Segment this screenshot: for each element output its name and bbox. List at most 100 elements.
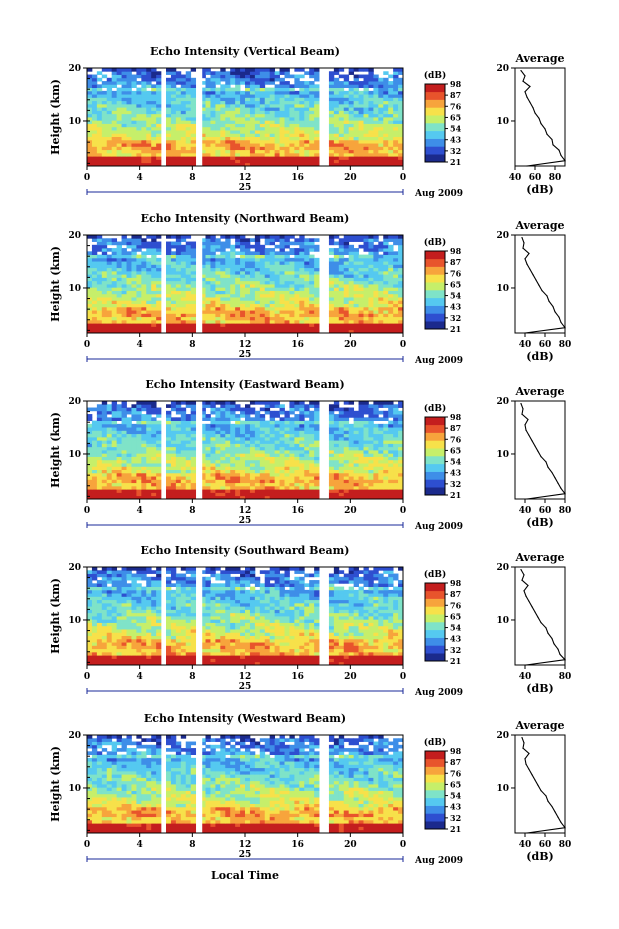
colorbar-tick-label: 76 <box>450 600 462 610</box>
colorbar-frame <box>424 582 446 662</box>
colorbar-swatch <box>425 790 445 799</box>
colorbar-tick-label: 54 <box>450 291 462 301</box>
colorbar-swatch <box>425 637 445 646</box>
colorbar-tick-label: 32 <box>450 313 461 323</box>
x-tick-label: 4 <box>137 672 143 682</box>
average-y-tick-label: 20 <box>496 397 509 407</box>
average-title: Average <box>514 385 564 398</box>
data-gap <box>198 68 203 166</box>
colorbar-swatch <box>425 258 445 267</box>
colorbar-tick-label: 87 <box>450 589 461 599</box>
x-tick-label: 0 <box>84 506 90 516</box>
colorbar-swatch <box>425 590 445 599</box>
average-y-tick-label: 10 <box>496 450 509 460</box>
colorbar-swatch <box>425 821 445 830</box>
average-xlabel: (dB) <box>526 850 553 863</box>
average-x-tick-label: 60 <box>539 506 552 516</box>
x-tick-label: 20 <box>344 173 357 183</box>
average-frame <box>514 734 566 834</box>
colorbar-swatch <box>425 84 445 93</box>
average-xlabel: (dB) <box>526 516 553 529</box>
panel-title: Echo Intensity (Vertical Beam) <box>150 45 340 58</box>
average-profile-line <box>520 403 567 500</box>
y-tick-label: 20 <box>68 397 81 407</box>
day-label: 25 <box>239 682 252 692</box>
x-tick-label: 4 <box>137 340 143 350</box>
colorbar-swatch <box>425 479 445 488</box>
date-label: Aug 2009 <box>414 522 463 532</box>
x-tick-label: 16 <box>291 506 304 516</box>
colorbar-tick-label: 98 <box>450 79 462 89</box>
colorbar-tick-label: 87 <box>450 257 461 267</box>
heatmap-cells <box>87 401 404 500</box>
colorbar-tick-label: 65 <box>450 779 461 789</box>
colorbar-label: (dB) <box>424 737 446 748</box>
average-title: Average <box>514 219 564 232</box>
data-gap <box>161 68 166 166</box>
colorbar-swatch <box>425 266 445 275</box>
colorbar-frame <box>424 416 446 496</box>
panel-title: Echo Intensity (Eastward Beam) <box>145 378 344 391</box>
average-x-tick-label: 40 <box>519 672 532 682</box>
x-tick-label: 0 <box>400 672 406 682</box>
date-label: Aug 2009 <box>414 688 463 698</box>
colorbar-tick-label: 43 <box>450 135 462 145</box>
colorbar-swatch <box>425 440 445 449</box>
colorbar-swatch <box>425 123 445 132</box>
data-gap <box>161 735 166 833</box>
average-profile-line <box>520 569 567 666</box>
x-tick-label: 8 <box>189 340 195 350</box>
colorbar-tick-label: 43 <box>450 802 462 812</box>
colorbar-tick-label: 98 <box>450 246 462 256</box>
panel-2: Echo Intensity (Eastward Beam) 10 20 Height… <box>49 378 571 532</box>
x-tick-label: 16 <box>291 340 304 350</box>
heatmap-cells <box>87 735 404 834</box>
day-label: 25 <box>239 183 252 193</box>
y-tick-label: 20 <box>68 731 81 741</box>
colorbar-swatch <box>425 629 445 638</box>
x-tick-label: 0 <box>400 506 406 516</box>
colorbar-swatch <box>425 274 445 283</box>
colorbar-swatch <box>425 622 445 631</box>
colorbar-swatch <box>425 614 445 623</box>
heatmap-cells <box>87 567 404 666</box>
average-profile-line <box>520 70 567 167</box>
colorbar-label: (dB) <box>424 569 446 580</box>
colorbar-swatch <box>425 471 445 480</box>
average-x-tick-label: 80 <box>559 840 572 850</box>
colorbar-tick-label: 54 <box>450 791 462 801</box>
data-gap <box>322 68 326 166</box>
panel-0: Echo Intensity (Vertical Beam) 10 20 Height… <box>49 45 567 199</box>
data-gap <box>322 735 326 833</box>
panel-title: Echo Intensity (Northward Beam) <box>141 212 350 225</box>
x-tick-label: 12 <box>239 840 252 850</box>
average-y-tick-label: 20 <box>496 563 509 573</box>
colorbar-swatch <box>425 782 445 791</box>
average-profile-line <box>521 237 567 334</box>
x-tick-label: 8 <box>189 506 195 516</box>
x-tick-label: 0 <box>84 340 90 350</box>
average-panel: Average 10 20 40 60 80 (dB) <box>496 719 571 863</box>
x-tick-label: 0 <box>400 840 406 850</box>
colorbar-swatch <box>425 115 445 124</box>
colorbar-swatch <box>425 305 445 314</box>
average-panel: Average 10 20 40 60 80 (dB) <box>496 219 571 363</box>
colorbar-tick-label: 43 <box>450 634 462 644</box>
average-x-tick-label: 80 <box>559 672 572 682</box>
colorbar-tick-label: 54 <box>450 124 462 134</box>
colorbar-swatch <box>425 487 445 496</box>
colorbar-swatch <box>425 758 445 767</box>
average-y-tick-label: 20 <box>496 231 509 241</box>
day-label: 25 <box>239 516 252 526</box>
data-gap <box>322 401 326 499</box>
colorbar-tick-label: 32 <box>450 146 461 156</box>
colorbar-tick-label: 87 <box>450 757 461 767</box>
colorbar-tick-label: 76 <box>450 101 462 111</box>
x-tick-label: 12 <box>239 506 252 516</box>
average-panel: Average 10 20 40 80 (dB) <box>496 551 571 695</box>
colorbar-swatch <box>425 774 445 783</box>
average-y-tick-label: 20 <box>496 64 509 74</box>
colorbar-swatch <box>425 606 445 615</box>
x-tick-label: 12 <box>239 340 252 350</box>
